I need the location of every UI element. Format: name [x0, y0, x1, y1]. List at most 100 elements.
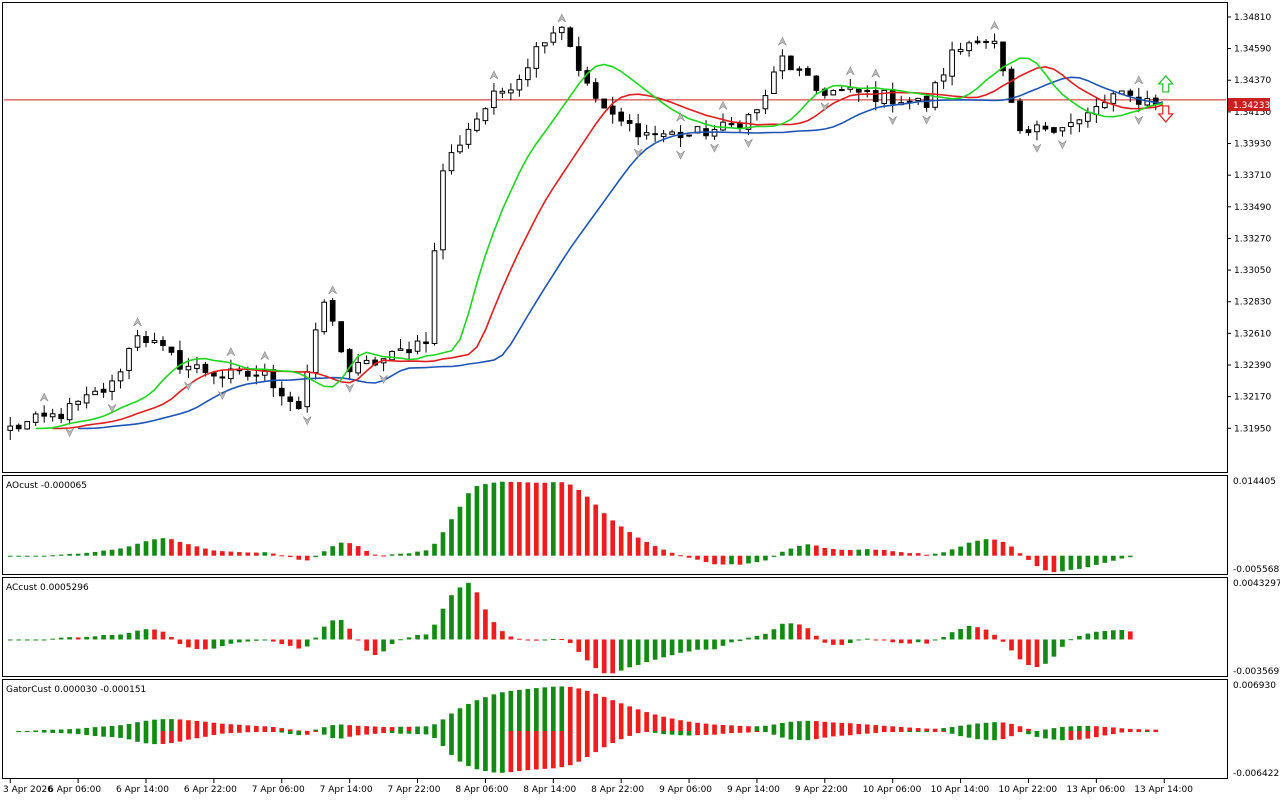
gator-upper-bar [160, 719, 166, 731]
ac-bar [355, 639, 361, 641]
ao-bar [1026, 555, 1031, 560]
gator-upper-bar [669, 718, 675, 731]
candle-bull [431, 250, 438, 344]
gator-lower-bar [686, 731, 692, 736]
gator-upper-bar [610, 700, 616, 731]
ac-bar [338, 619, 344, 640]
ac-bar [1000, 639, 1006, 642]
gator-upper-bar [474, 700, 480, 731]
gator-upper-bar [169, 719, 174, 731]
gator-upper-bar [253, 725, 259, 731]
gator-upper-bar [432, 724, 437, 731]
ac-bar [24, 639, 30, 641]
gator-upper-bar [542, 687, 548, 731]
gator-lower-bar [941, 731, 946, 732]
gator-upper-bar [500, 692, 505, 731]
candle-bear [329, 300, 336, 322]
gator-upper-bar [228, 724, 234, 731]
candle-bull [1085, 112, 1091, 122]
gator-upper-bar [101, 726, 106, 731]
gator-lower-bar [576, 731, 582, 762]
ac-bar [992, 634, 997, 640]
ao-bar [135, 543, 140, 556]
gator-upper-bar [652, 714, 658, 731]
candle-bull [762, 95, 769, 110]
candle-bear [652, 133, 658, 136]
gator-upper-bar [822, 721, 828, 731]
gator-lower-bar [237, 731, 242, 733]
candle-bull [643, 132, 650, 136]
ao-bar [398, 553, 403, 556]
ao-bar [1068, 555, 1074, 570]
gator-lower-bar [84, 731, 89, 736]
fractal-up-marker [676, 112, 685, 122]
candle-bull [75, 400, 81, 405]
ac-bar [669, 639, 675, 656]
gator-lower-bar [262, 731, 268, 732]
fractal-down-marker [1032, 144, 1042, 153]
time-tick-label: 13 Apr 14:00 [1134, 785, 1193, 795]
ao-bar [16, 555, 22, 557]
gator-lower-bar [398, 731, 403, 734]
gator-upper-bar [576, 688, 582, 731]
candle-bull [66, 403, 73, 421]
gator-lower-bar [355, 731, 361, 736]
gator-upper-bar [245, 725, 251, 731]
price-tick-label: 1.33710 [1234, 171, 1271, 181]
ac-bar [398, 639, 403, 641]
gator-lower-bar [839, 731, 845, 736]
candle-bull [321, 301, 328, 333]
sell-arrow-icon [1157, 105, 1175, 123]
ao-bar [1077, 555, 1082, 569]
ao-bar [830, 548, 836, 556]
gator-lower-bar [211, 731, 217, 736]
ac-bar [661, 639, 666, 658]
ao-bar [67, 553, 72, 556]
ac-bar [864, 638, 870, 640]
ac-bar [483, 609, 488, 640]
candle-bull [1068, 122, 1074, 127]
candle-bull [194, 364, 200, 369]
gator-upper-bar [678, 720, 683, 731]
fractal-down-marker [1058, 140, 1067, 150]
ao-bar [194, 546, 200, 556]
ao-bar [805, 544, 811, 556]
fractal-down-marker [633, 148, 643, 158]
ac-pane-frame [2, 577, 1228, 677]
time-tick-label: 8 Apr 06:00 [455, 785, 508, 795]
ac-bar [58, 637, 64, 640]
gator-upper-bar [584, 690, 590, 731]
ao-bar [304, 555, 310, 561]
gator-upper-bar [1068, 726, 1074, 731]
ac-bar [584, 639, 590, 661]
ac-bar [75, 637, 81, 640]
ao-bar [746, 555, 751, 564]
fractal-up-marker [990, 20, 999, 30]
gator-upper-bar [296, 730, 302, 732]
ao-bar [1127, 555, 1133, 558]
fractal-down-marker [922, 115, 931, 125]
ao-bar [440, 532, 446, 556]
candle-bear [1025, 129, 1032, 134]
gator-upper-bar [84, 727, 89, 731]
ao-bar [364, 550, 369, 556]
gator-upper-bar [109, 725, 115, 731]
ac-bar [941, 637, 946, 640]
ac-bar [890, 639, 896, 643]
ac-bar [695, 639, 700, 650]
gator-lower-bar [296, 731, 302, 736]
ac-bar [135, 630, 140, 640]
ac-bar [712, 639, 717, 650]
gator-upper-bar [381, 727, 386, 731]
ao-bar [856, 549, 862, 556]
gator-upper-bar [41, 730, 47, 732]
ac-bar [907, 639, 913, 644]
ao-bar [75, 553, 81, 556]
candle-bull [414, 340, 421, 352]
candle-bull [49, 413, 56, 418]
gator-upper-bar [746, 726, 751, 731]
gator-lower-bar [1034, 731, 1040, 737]
gator-lower-bar [203, 731, 208, 737]
ao-bar [220, 551, 225, 556]
